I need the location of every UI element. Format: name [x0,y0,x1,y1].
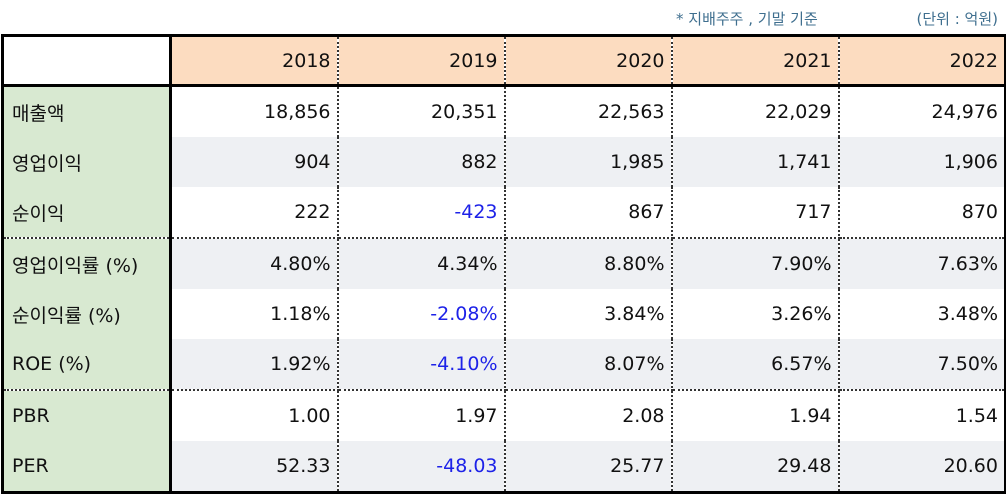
value-cell: 7.90% [671,238,840,289]
value-cell: 8.80% [504,238,673,289]
value-cell: 870 [838,187,1006,239]
value-cell: -2.08% [337,289,506,339]
basis-note: * 지배주주 , 기말 기준 [676,10,818,28]
value-cell: 1,906 [838,137,1006,187]
table-notes: * 지배주주 , 기말 기준 (단위 : 억원) [0,0,1006,34]
value-cell: 4.80% [170,238,339,289]
unit-note: (단위 : 억원) [916,10,999,28]
value-cell: 1.00 [170,390,339,441]
corner-cell [1,34,172,87]
value-cell: 6.57% [671,339,840,391]
value-cell: 7.63% [838,238,1006,289]
value-cell: 20,351 [337,84,506,137]
value-cell: 1.94 [671,390,840,441]
value-cell: -48.03 [337,441,506,494]
value-cell: 18,856 [170,84,339,137]
value-cell: 22,029 [671,84,840,137]
value-cell: 25.77 [504,441,673,494]
value-cell: 29.48 [671,441,840,494]
table-row: 매출액 18,856 20,351 22,563 22,029 24,976 [1,84,1006,137]
table-row: 순이익률 (%) 1.18% -2.08% 3.84% 3.26% 3.48% [1,289,1006,339]
table-row: 영업이익률 (%) 4.80% 4.34% 8.80% 7.90% 7.63% [1,238,1006,289]
row-label: 영업이익률 (%) [1,238,172,289]
year-header: 2020 [504,34,673,87]
table-row: PER 52.33 -48.03 25.77 29.48 20.60 [1,441,1006,494]
table-row: 순이익 222 -423 867 717 870 [1,187,1006,239]
value-cell: 7.50% [838,339,1006,391]
value-cell: 3.26% [671,289,840,339]
value-cell: 8.07% [504,339,673,391]
row-label: 영업이익 [1,137,172,187]
value-cell: 3.84% [504,289,673,339]
value-cell: 24,976 [838,84,1006,137]
row-label: PBR [1,390,172,441]
value-cell: 867 [504,187,673,239]
year-header: 2022 [838,34,1006,87]
year-header: 2019 [337,34,506,87]
row-label: PER [1,441,172,494]
value-cell: 1,741 [671,137,840,187]
value-cell: 882 [337,137,506,187]
row-label: 순이익 [1,187,172,239]
table-row: PBR 1.00 1.97 2.08 1.94 1.54 [1,390,1006,441]
value-cell: 1.97 [337,390,506,441]
table-row: 영업이익 904 882 1,985 1,741 1,906 [1,137,1006,187]
value-cell: 717 [671,187,840,239]
row-label: 매출액 [1,84,172,137]
value-cell: -4.10% [337,339,506,391]
value-cell: 4.34% [337,238,506,289]
value-cell: 22,563 [504,84,673,137]
value-cell: 1.18% [170,289,339,339]
value-cell: -423 [337,187,506,239]
value-cell: 222 [170,187,339,239]
value-cell: 1,985 [504,137,673,187]
row-label: ROE (%) [1,339,172,391]
value-cell: 1.92% [170,339,339,391]
row-label: 순이익률 (%) [1,289,172,339]
table-row: ROE (%) 1.92% -4.10% 8.07% 6.57% 7.50% [1,339,1006,391]
financial-summary-table: 2018 2019 2020 2021 2022 매출액 18,856 20,3… [1,34,1006,494]
value-cell: 52.33 [170,441,339,494]
year-header: 2021 [671,34,840,87]
value-cell: 3.48% [838,289,1006,339]
value-cell: 20.60 [838,441,1006,494]
year-header: 2018 [170,34,339,87]
value-cell: 904 [170,137,339,187]
value-cell: 1.54 [838,390,1006,441]
year-header-row: 2018 2019 2020 2021 2022 [1,34,1006,87]
value-cell: 2.08 [504,390,673,441]
